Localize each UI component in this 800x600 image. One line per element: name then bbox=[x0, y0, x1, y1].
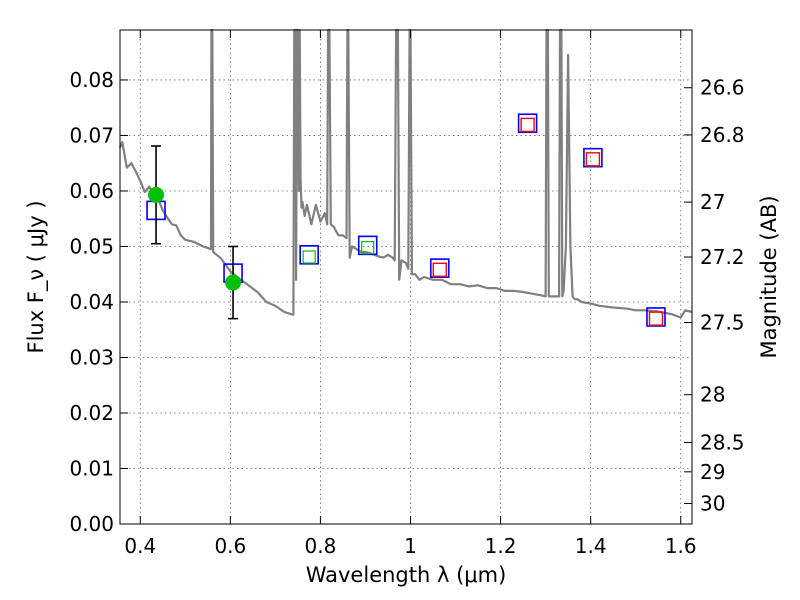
right-tick-label: 26.6 bbox=[700, 76, 745, 100]
model-band-square bbox=[429, 258, 450, 278]
tick-layer: 0.4 0.6 0.8 1 1.2 1.4 1.6 0.00 0.01 0.02 0.03 0.04 0… bbox=[69, 30, 745, 558]
observed-point bbox=[225, 274, 242, 291]
right-axis-title: Magnitude (AB) bbox=[757, 195, 781, 358]
model-band-square-red bbox=[648, 311, 664, 326]
model-band-square-red bbox=[520, 117, 535, 133]
right-tick-label: 27 bbox=[700, 190, 725, 214]
grid-layer bbox=[120, 30, 692, 525]
model-band-square bbox=[517, 113, 538, 134]
y-tick-label: 0.00 bbox=[69, 512, 114, 536]
y-tick-label: 0.04 bbox=[69, 290, 114, 314]
right-tick-label: 27.5 bbox=[700, 311, 745, 335]
x-tick-label: 1.4 bbox=[575, 534, 607, 558]
x-tick-label: 1.2 bbox=[485, 534, 517, 558]
right-tick-label: 26.8 bbox=[700, 123, 745, 147]
y-tick-label: 0.02 bbox=[69, 401, 114, 425]
y-tick-label: 0.07 bbox=[69, 123, 114, 147]
y-tick-label: 0.05 bbox=[69, 234, 114, 258]
observed-point bbox=[148, 186, 165, 203]
model-band-square bbox=[583, 147, 603, 168]
x-tick-label: 1.6 bbox=[665, 534, 697, 558]
model-band-square-red bbox=[432, 262, 447, 277]
y-tick-label: 0.08 bbox=[69, 68, 114, 92]
model-band-square-green bbox=[361, 240, 375, 255]
y-axis-title: Flux F_ν ( μJy ) bbox=[24, 200, 49, 353]
right-tick-label: 29 bbox=[700, 460, 725, 484]
right-tick-label: 27.2 bbox=[700, 245, 745, 269]
right-tick-label: 28.5 bbox=[700, 430, 745, 454]
right-tick-label: 28 bbox=[700, 383, 725, 407]
x-tick-label: 0.8 bbox=[305, 534, 337, 558]
x-tick-label: 1 bbox=[404, 534, 417, 558]
y-tick-label: 0.01 bbox=[69, 456, 114, 480]
x-tick-label: 0.6 bbox=[214, 534, 246, 558]
x-axis-title: Wavelength λ (μm) bbox=[306, 563, 507, 587]
model-band-square-red bbox=[585, 152, 601, 167]
plot-frame bbox=[119, 29, 693, 525]
spectrum-layer bbox=[118, 28, 693, 319]
model-band-square bbox=[357, 235, 378, 256]
model-band-square-green bbox=[302, 250, 316, 264]
model-band-square bbox=[646, 307, 666, 327]
y-tick-label: 0.03 bbox=[69, 345, 114, 369]
template-spectrum-line bbox=[118, 28, 693, 319]
marker-layer bbox=[146, 113, 666, 327]
right-tick-label: 30 bbox=[700, 491, 725, 515]
model-band-square bbox=[299, 244, 319, 265]
x-tick-label: 0.4 bbox=[124, 534, 156, 558]
y-tick-label: 0.06 bbox=[69, 179, 114, 203]
